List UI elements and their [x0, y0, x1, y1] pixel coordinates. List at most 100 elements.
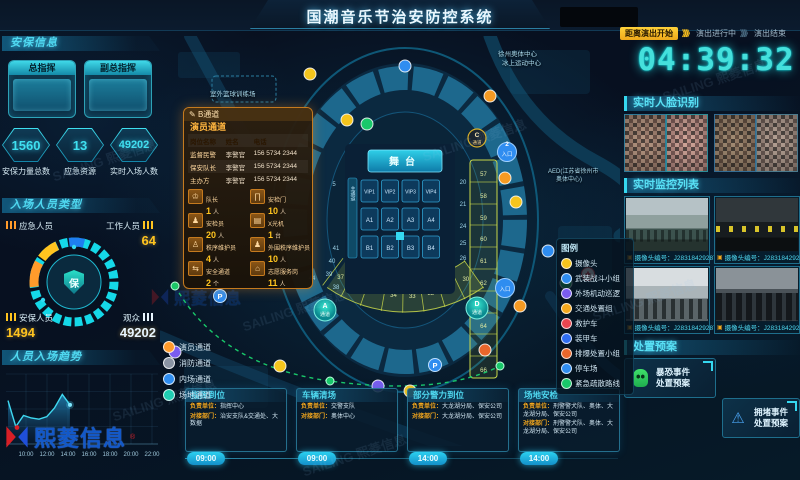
svg-text:P: P — [217, 292, 222, 301]
legend-item: 外场机动巡逻 — [561, 286, 629, 301]
header-trapezoid — [250, 0, 550, 29]
plan-congestion-card[interactable]: ⚠ 拥堵事件 处置预案 — [722, 398, 800, 438]
legend-item: 停车场 — [561, 361, 629, 376]
camera-feed[interactable]: ▣摄像头编号：J28318429287312 — [714, 196, 800, 264]
svg-text:30: 30 — [462, 277, 469, 283]
armed-team-marker[interactable] — [541, 244, 555, 258]
timeline-event-card[interactable]: 部分警力到位 负责单位：大龙湖分局、保安公司 对接部门：大龙湖分局、保安公司 — [407, 388, 509, 452]
toggle-infield-channel[interactable]: 内场通道 — [163, 373, 233, 385]
svg-text:37: 37 — [337, 275, 344, 281]
face-thumbnail[interactable] — [714, 114, 756, 172]
contact-table: 岗位名称 姓名 电话 监督民警 李警官 156 5734 2344 保安队长 李警官 156… — [188, 134, 308, 186]
infield-channel-icon — [163, 373, 175, 385]
bomb-squad-icon — [561, 348, 572, 359]
captain-icon: ♔ — [188, 189, 203, 204]
actor-channel-icon — [163, 341, 175, 353]
stat-service-posts: ⌂ 志愿服务岗 11 人 — [250, 261, 310, 288]
bomb-squad-marker[interactable] — [478, 343, 492, 357]
camera-feed[interactable]: ▣摄像头编号：J28318429287312 — [624, 266, 728, 334]
camera-marker[interactable] — [303, 67, 317, 81]
bars-icon — [143, 221, 153, 229]
panel-title-face-recognition: 实时人脸识别 — [624, 96, 800, 111]
timeline-event-card[interactable]: 车辆清场 负责单位：交警支队 对接部门：奥体中心 — [296, 388, 398, 452]
channel-A-marker[interactable]: A 通道 — [313, 298, 337, 322]
screener-icon: ♟ — [188, 213, 203, 228]
entrance-2-marker[interactable]: 2 入口 — [497, 141, 517, 162]
parking-icon — [561, 363, 572, 374]
camera-icon: ▣ — [717, 254, 723, 261]
table-row: 监督民警 李警官 156 5734 2344 — [190, 150, 297, 159]
status-end: 演出结束 — [754, 29, 786, 38]
face-thumbnail[interactable] — [666, 114, 708, 172]
timeline-event-card[interactable]: 场地安检 负责单位：刑警警犬队、奥体、大龙湖分局、保安公司 对接部门：刑警警犬队… — [518, 388, 620, 452]
camera-marker[interactable] — [340, 113, 354, 127]
deputy-commander-card[interactable]: 副总指挥 — [84, 60, 152, 118]
redacted-logo — [560, 7, 638, 27]
toggle-venue-channel[interactable]: 场地通道 — [163, 389, 233, 401]
camera-image — [716, 268, 798, 321]
stat-total-forces: 1560 安保力量总数 — [2, 128, 54, 177]
toggle-fire-channel[interactable]: 消防通道 — [163, 357, 233, 369]
camera-feed[interactable]: ▣摄像头编号：J28318429287312 — [714, 266, 800, 334]
selected-seat-block[interactable] — [396, 232, 404, 240]
safe-channel-icon: ⇆ — [188, 261, 203, 276]
timeline-event-card[interactable]: 指挥到位 负责单位：指挥中心 对接部门：治安支队&交通处、大数据 — [185, 388, 287, 452]
stat-emergency-resources: 13 应急资源 — [56, 128, 108, 177]
page-title: 国潮音乐节治安防控系统 — [306, 9, 494, 26]
table-header-row: 岗位名称 姓名 电话 — [188, 134, 308, 147]
svg-text:B1: B1 — [366, 246, 374, 252]
ice-center-label-1: 徐州奥体中心 — [498, 51, 537, 58]
balaclava-icon — [629, 367, 651, 389]
legend-item: 交通处置组 — [561, 301, 629, 316]
timeline-time-chip: 09:00 — [187, 452, 225, 465]
channel-C-marker[interactable]: C 通道 — [467, 128, 487, 148]
traffic-team-marker[interactable] — [498, 171, 512, 185]
camera-icon: ▣ — [717, 324, 723, 331]
stand-numbers: 20 21 24 25 26 5 44 41 40 39 38 — [309, 180, 467, 291]
legend-item: 摄像头 — [561, 256, 629, 271]
parking-marker[interactable]: P — [213, 289, 227, 303]
aed-label-1: AED(江苏省徐州市 — [548, 169, 599, 175]
patrol-icon — [561, 288, 572, 299]
entrance-marker[interactable]: 入口 — [495, 278, 515, 298]
camera-marker[interactable] — [273, 359, 287, 373]
svg-text:59: 59 — [480, 216, 487, 222]
svg-text:66: 66 — [480, 368, 487, 374]
face-thumbnail[interactable] — [624, 114, 666, 172]
stat-live-attendance: 49202 实时入场人数 — [110, 128, 162, 177]
svg-text:39: 39 — [326, 272, 333, 278]
face-thumbnail[interactable] — [756, 114, 798, 172]
stage-label: 舞台 — [389, 155, 421, 168]
xray-machine-icon: ▤ — [250, 213, 265, 228]
seat-blocks: VIP1 VIP2 VIP3 VIP4 A1 A2 A3 A4 B1 B2 B3… — [360, 179, 440, 259]
order-keeper-icon: ♙ — [188, 237, 203, 252]
plan-terror-card[interactable]: 暴恐事件 处置预案 — [624, 358, 716, 398]
svg-text:40: 40 — [329, 259, 336, 265]
svg-text:D: D — [474, 301, 479, 308]
panel-title-entry-trend: 人员入场趋势 — [2, 350, 160, 365]
popup-header: ✎ B通道 — [184, 108, 312, 121]
parking-marker[interactable]: P — [428, 358, 442, 372]
svg-text:B2: B2 — [386, 246, 394, 252]
channel-D-marker[interactable]: D 通道 — [465, 296, 489, 320]
legend-item: 武装战斗小组 — [561, 271, 629, 286]
bars-icon — [6, 221, 16, 229]
camera-feed[interactable]: ▣摄像头编号：J28318429287312 — [624, 196, 728, 264]
personnel-audience: 观众 49202 — [119, 313, 156, 340]
patrol-marker[interactable] — [513, 299, 527, 313]
armored-vehicle-marker[interactable] — [398, 59, 412, 73]
stat-xray: ▤ X光机 1 台 — [250, 213, 310, 240]
commander-card[interactable]: 总指挥 — [8, 60, 76, 118]
camera-marker[interactable] — [509, 195, 523, 209]
deputy-commander-photo — [89, 79, 147, 111]
show-status-row: 距离演出开始 》》》 演出进行中 》》》 演出结束 — [620, 27, 800, 40]
countdown-badge: 距离演出开始 — [620, 27, 678, 40]
toggle-actor-channel[interactable]: 演员通道 — [163, 341, 233, 353]
svg-text:57: 57 — [480, 172, 487, 178]
ambulance-icon — [561, 318, 572, 329]
basketball-label: 室外篮球训练场 — [210, 91, 256, 98]
traffic-team-marker[interactable] — [483, 89, 497, 103]
stat-order-keepers: ♙ 秩序维护员 4 人 — [188, 237, 248, 264]
evacuation-marker[interactable] — [360, 117, 374, 131]
